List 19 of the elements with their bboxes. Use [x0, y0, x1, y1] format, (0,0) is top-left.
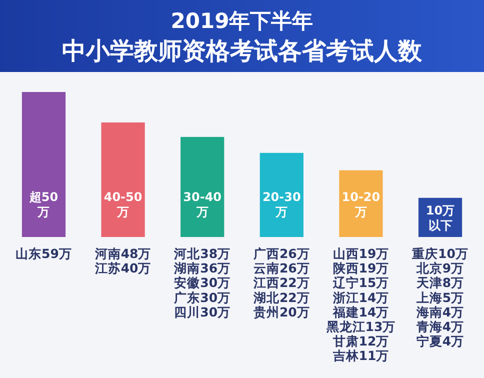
- text: 广西26万云南26万江西22万湖北22万贵州20万: [252, 246, 310, 320]
- bar: [22, 92, 66, 237]
- x-tick-label: 10-20万: [342, 190, 380, 219]
- x-tick-label: 10万以下: [426, 203, 455, 232]
- text: 河南48万江苏40万: [94, 246, 152, 276]
- chart-subtitle: 中小学教师资格考试各省考试人数: [62, 37, 423, 65]
- x-tick-label: 30-40万: [183, 190, 222, 219]
- text: 重庆10万北京9万天津8万上海5万海南4万青海4万宁夏4万: [411, 246, 468, 349]
- bar: [260, 152, 304, 237]
- text: 山东59万: [16, 246, 72, 261]
- bar: [180, 136, 224, 237]
- bar: [339, 170, 383, 237]
- text: 河北38万湖南36万安徽30万广东30万四川30万: [173, 246, 231, 320]
- x-tick-label: 超50万: [28, 190, 58, 219]
- chart-title: 2019年下半年: [170, 9, 314, 33]
- x-tick-label: 40-50万: [104, 190, 142, 219]
- text: 山西19万陕西19万辽宁15万浙江14万福建14万黑龙江13万甘肃12万吉林11万: [325, 246, 396, 364]
- x-tick-label: 20-30万: [262, 190, 301, 219]
- bar: [101, 122, 145, 237]
